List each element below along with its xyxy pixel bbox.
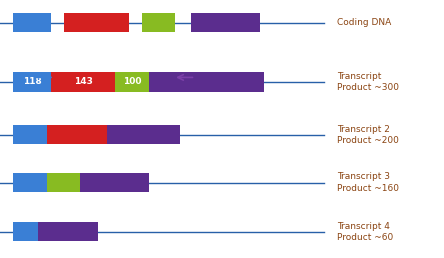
- Bar: [47, 173, 80, 192]
- Text: Coding DNA: Coding DNA: [337, 18, 392, 27]
- Bar: [13, 125, 47, 144]
- Bar: [115, 72, 149, 92]
- Bar: [13, 173, 47, 192]
- Bar: [107, 125, 180, 144]
- Text: Transcript 3
Product ~160: Transcript 3 Product ~160: [337, 173, 400, 192]
- Bar: [13, 13, 51, 32]
- Bar: [149, 72, 264, 92]
- Bar: [80, 173, 149, 192]
- Bar: [142, 13, 175, 32]
- Text: Transcript 2
Product ~200: Transcript 2 Product ~200: [337, 125, 399, 145]
- Bar: [47, 125, 107, 144]
- Bar: [191, 13, 260, 32]
- Text: Transcript 4
Product ~60: Transcript 4 Product ~60: [337, 222, 394, 241]
- Bar: [13, 222, 38, 241]
- Bar: [38, 222, 98, 241]
- Bar: [51, 72, 115, 92]
- Bar: [13, 72, 51, 92]
- Text: 143: 143: [74, 77, 93, 86]
- Text: Transcript
Product ~300: Transcript Product ~300: [337, 72, 400, 92]
- Text: 118: 118: [23, 77, 42, 86]
- Bar: [64, 13, 129, 32]
- Text: 100: 100: [123, 77, 141, 86]
